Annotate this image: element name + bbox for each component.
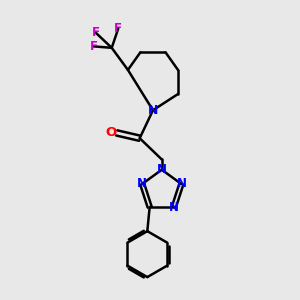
Text: N: N	[137, 178, 147, 190]
Text: F: F	[89, 40, 98, 53]
Text: O: O	[105, 126, 116, 139]
Text: N: N	[148, 104, 158, 117]
Text: N: N	[169, 200, 179, 214]
Text: F: F	[92, 26, 100, 39]
Text: N: N	[157, 163, 167, 176]
Text: F: F	[114, 22, 122, 35]
Text: N: N	[176, 178, 186, 190]
